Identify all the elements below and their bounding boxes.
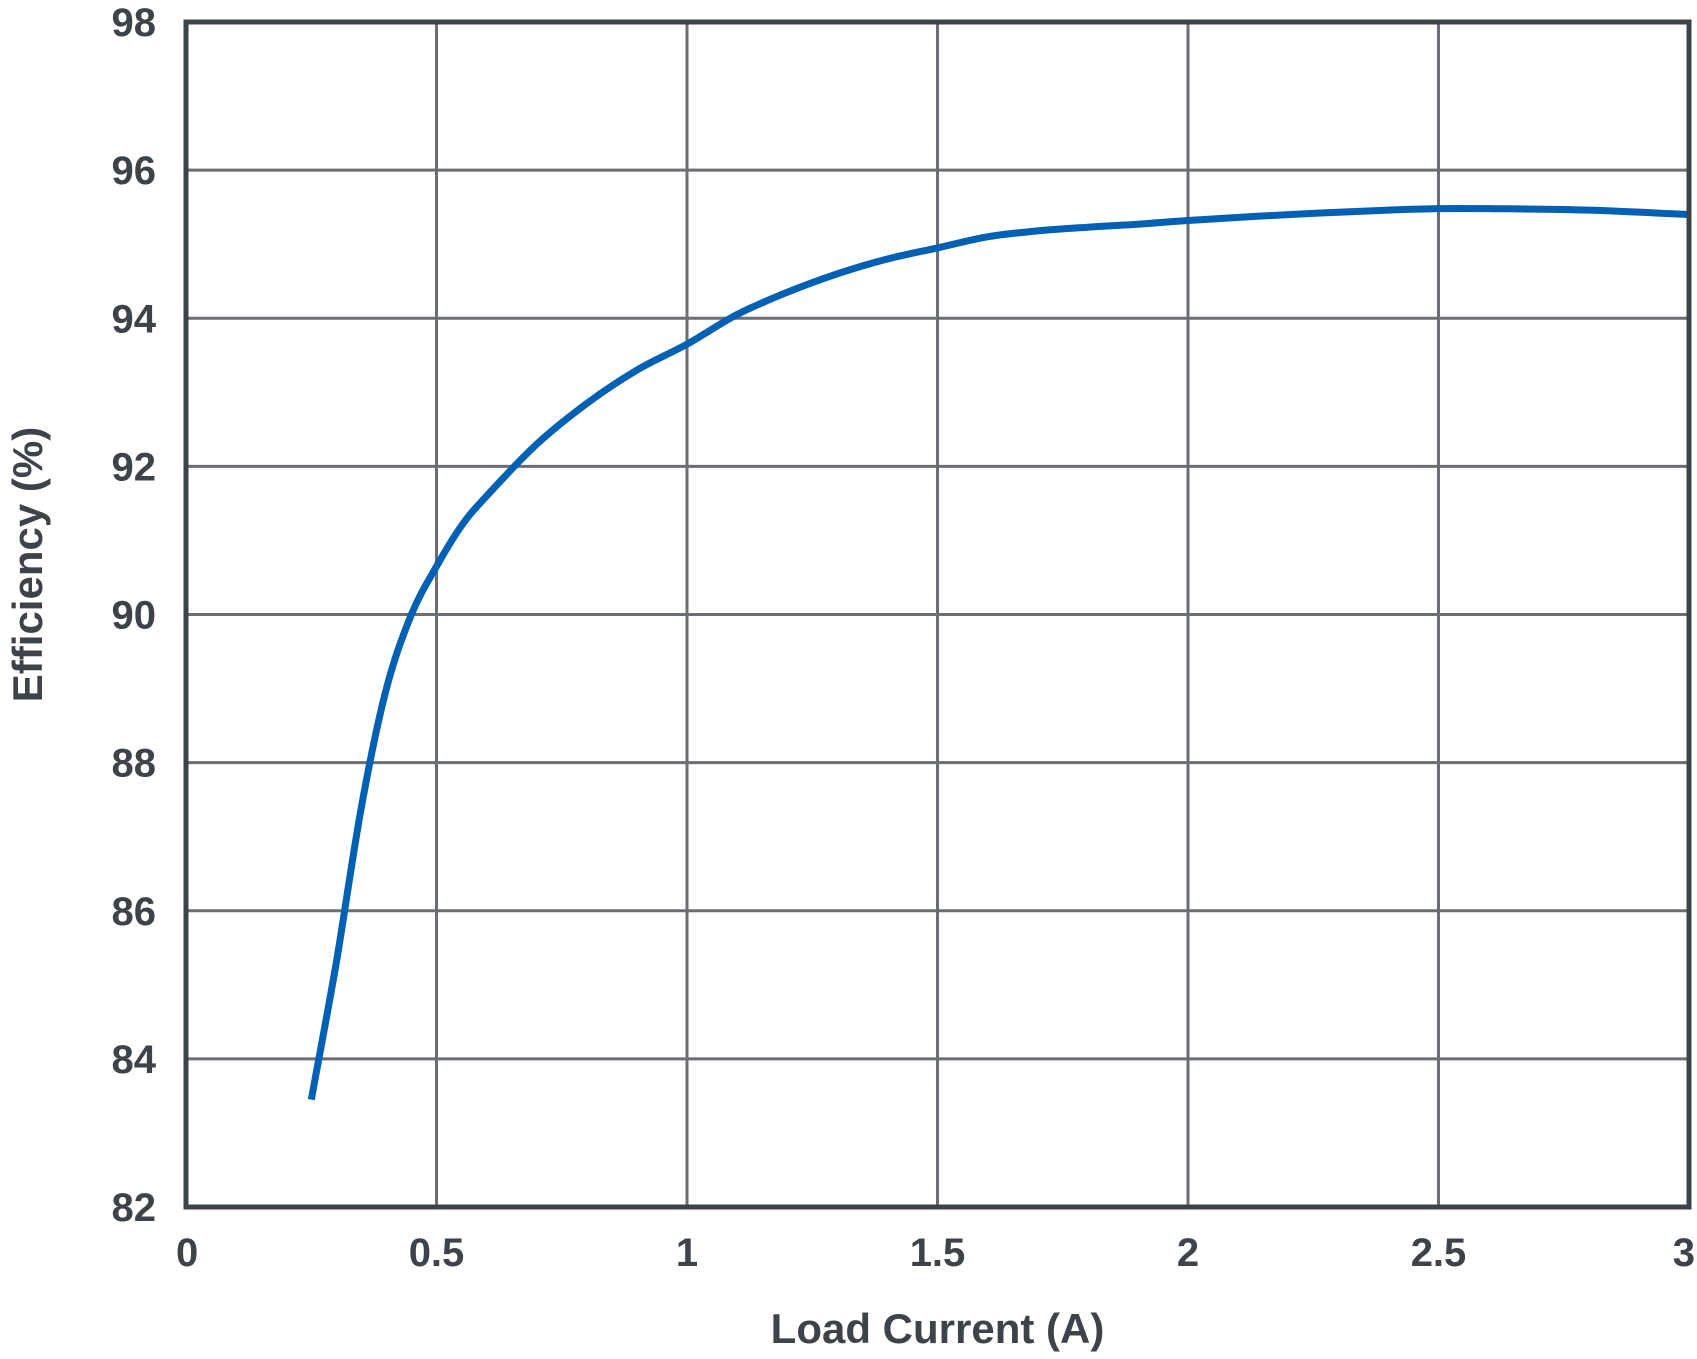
y-tick-label: 84 [112,1038,157,1082]
plot-frame [183,19,1692,1210]
x-tick-label: 0.5 [409,1231,465,1275]
y-tick-label: 90 [112,594,157,638]
x-tick-label: 2.5 [1411,1231,1467,1275]
x-tick-labels: 0 0.5 1 1.5 2 2.5 3 [176,1231,1695,1275]
x-tick-label: 3 [1673,1231,1695,1275]
y-tick-label: 82 [112,1186,157,1230]
grid-lines [186,22,1689,1207]
y-tick-label: 88 [112,742,157,786]
y-tick-label: 98 [112,1,157,45]
efficiency-curve [307,204,1690,1101]
x-axis-label: Load Current (A) [771,1305,1105,1352]
x-tick-label: 0 [176,1231,198,1275]
y-tick-labels: 98 96 94 92 90 88 86 84 82 [112,1,157,1230]
y-tick-label: 92 [112,445,157,489]
y-tick-label: 94 [112,297,157,341]
y-axis-label: Efficiency (%) [4,427,51,702]
y-tick-label: 86 [112,890,157,934]
x-tick-label: 1.5 [910,1231,966,1275]
x-tick-label: 2 [1177,1231,1199,1275]
y-tick-label: 96 [112,149,157,193]
x-tick-label: 1 [676,1231,698,1275]
